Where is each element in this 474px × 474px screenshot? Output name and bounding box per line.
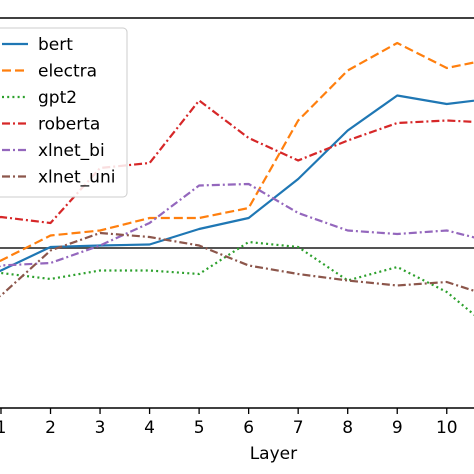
axes bbox=[0, 17, 474, 409]
x-tick-label: 4 bbox=[144, 418, 155, 438]
series-group bbox=[0, 41, 474, 316]
x-tick-label: 10 bbox=[436, 418, 458, 438]
series-line-roberta bbox=[0, 99, 474, 225]
x-tick-label: 5 bbox=[194, 418, 205, 438]
series-line-xlnet-uni bbox=[0, 231, 474, 298]
series-line-xlnet-bi bbox=[0, 182, 474, 268]
legend-label-gpt2: gpt2 bbox=[38, 88, 77, 108]
x-tick-label: 8 bbox=[342, 418, 353, 438]
legend-label-roberta: roberta bbox=[38, 115, 100, 135]
legend-label-xlnet-bi: xlnet_bi bbox=[38, 141, 105, 161]
legend-label-bert: bert bbox=[38, 35, 73, 55]
series-line-gpt2 bbox=[0, 240, 474, 316]
x-tick-label: 7 bbox=[293, 418, 304, 438]
x-tick-label: 6 bbox=[243, 418, 254, 438]
x-tick-label: 3 bbox=[95, 418, 106, 438]
legend-label-xlnet-uni: xlnet_uni bbox=[38, 168, 115, 188]
plot-area bbox=[0, 41, 474, 316]
legend-label-electra: electra bbox=[38, 62, 97, 82]
series-line-bert bbox=[0, 94, 474, 273]
legend-box bbox=[0, 27, 128, 198]
x-axis-ticks: 1 2 3 4 5 6 7 8 9 10 bbox=[0, 408, 458, 438]
x-tick-label: 9 bbox=[392, 418, 403, 438]
legend: bert electra gpt2 roberta xlnet_bi xlnet_uni bbox=[0, 27, 128, 198]
series-line-electra bbox=[0, 41, 474, 263]
x-tick-label: 2 bbox=[45, 418, 56, 438]
x-tick-label: 1 bbox=[0, 418, 6, 438]
x-axis-label: Layer bbox=[250, 444, 297, 464]
